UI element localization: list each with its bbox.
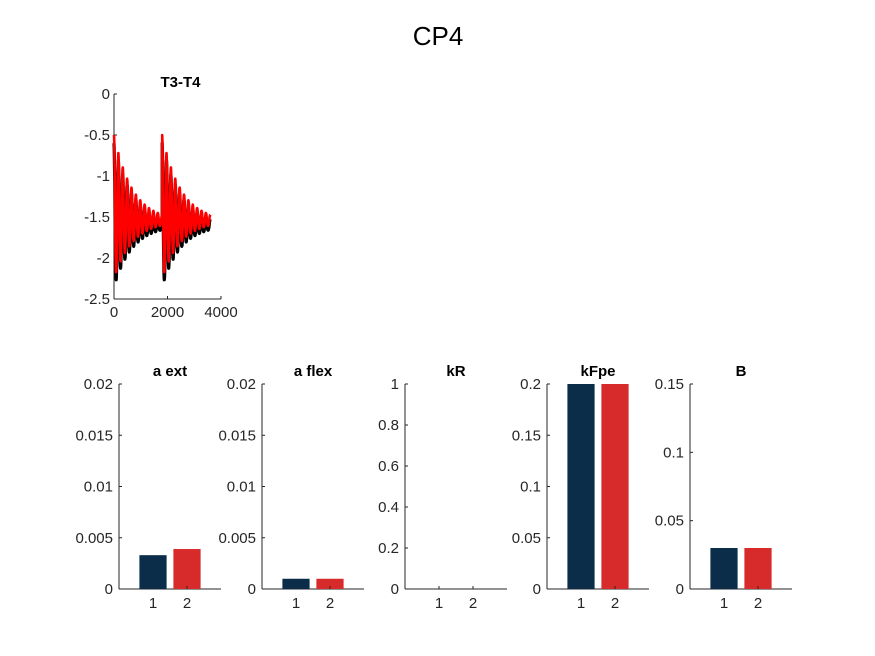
subplot-title: B	[736, 363, 747, 380]
y-tick-label: 0	[102, 86, 110, 103]
bar-chart-kfpe: 0 0.05 0.1 0.15 0.2 1 2 kFpe	[512, 363, 649, 612]
y-tick-label: 0.015	[75, 427, 113, 444]
subplot-title: T3-T4	[160, 74, 201, 91]
y-tick-label: 0.8	[378, 417, 399, 434]
y-tick-label: 0	[248, 581, 256, 598]
y-tick-label: 0.05	[512, 530, 541, 547]
y-tick-label: 0.02	[227, 376, 256, 393]
y-tick-label: 0.6	[378, 458, 399, 475]
bar	[173, 549, 201, 589]
y-tick-label: 1	[391, 376, 399, 393]
subplot-title: a flex	[294, 363, 333, 380]
y-tick-label: 0.01	[227, 479, 256, 496]
x-tick-label: 4000	[204, 304, 237, 321]
subplot-title: kR	[446, 363, 465, 380]
y-tick-label: 0	[676, 581, 684, 598]
x-tick-label: 2	[611, 595, 619, 612]
y-tick-label: 0	[105, 581, 113, 598]
bar	[139, 555, 167, 589]
y-tick-label: 0.005	[218, 530, 256, 547]
bar-chart-a-ext: 0 0.005 0.01 0.015 0.02 1 2 a ext	[75, 363, 221, 612]
y-tick-label: -1.5	[84, 209, 110, 226]
series-line-red	[112, 133, 212, 274]
y-tick-label: 0.2	[520, 376, 541, 393]
bar-chart-a-flex: 0 0.005 0.01 0.015 0.02 1 2 a flex	[218, 363, 364, 612]
y-tick-label: -2.5	[84, 291, 110, 308]
bar-chart-b: 0 0.05 0.1 0.15 1 2 B	[655, 363, 792, 612]
y-tick-label: 0.15	[655, 376, 684, 393]
x-tick-label: 1	[292, 595, 300, 612]
subplots-group: 0-0.5-1-1.5-2-2.50 2000 4000T3-T400.0050.0…	[75, 74, 792, 612]
x-tick-label: 1	[577, 595, 585, 612]
bar	[316, 578, 344, 589]
x-tick-label: 2000	[151, 304, 184, 321]
x-tick-label: 1	[435, 595, 443, 612]
bar	[567, 384, 595, 589]
y-tick-label: 0.05	[655, 513, 684, 530]
x-tick-label: 1	[149, 595, 157, 612]
y-tick-label: -0.5	[84, 127, 110, 144]
y-tick-label: 0.2	[378, 540, 399, 557]
y-tick-label: -2	[97, 250, 110, 267]
subplot-title: a ext	[153, 363, 187, 380]
y-tick-label: 0.01	[84, 479, 113, 496]
x-tick-label: 2	[754, 595, 762, 612]
y-tick-label: 0.02	[84, 376, 113, 393]
bar	[744, 548, 772, 589]
x-tick-label: 2	[469, 595, 477, 612]
bar-chart-kr: 0 0.2 0.4 0.6 0.8 1 1 2 kR	[378, 363, 507, 612]
x-tick-label: 1	[720, 595, 728, 612]
y-tick-label: 0.1	[520, 479, 541, 496]
y-tick-label: 0.4	[378, 499, 399, 516]
y-tick-label: 0.005	[75, 530, 113, 547]
bar	[282, 578, 310, 589]
y-tick-label: -1	[97, 168, 110, 185]
y-tick-label: 0	[533, 581, 541, 598]
y-tick-label: 0.15	[512, 427, 541, 444]
subplot-title: kFpe	[580, 363, 615, 380]
x-tick-label: 0	[110, 304, 118, 321]
x-tick-label: 2	[183, 595, 191, 612]
y-tick-label: 0	[391, 581, 399, 598]
figure-title: CP4	[413, 21, 464, 51]
y-tick-label: 0.1	[663, 444, 684, 461]
bar	[601, 384, 629, 589]
x-tick-label: 2	[326, 595, 334, 612]
bar	[710, 548, 738, 589]
y-tick-label: 0.015	[218, 427, 256, 444]
